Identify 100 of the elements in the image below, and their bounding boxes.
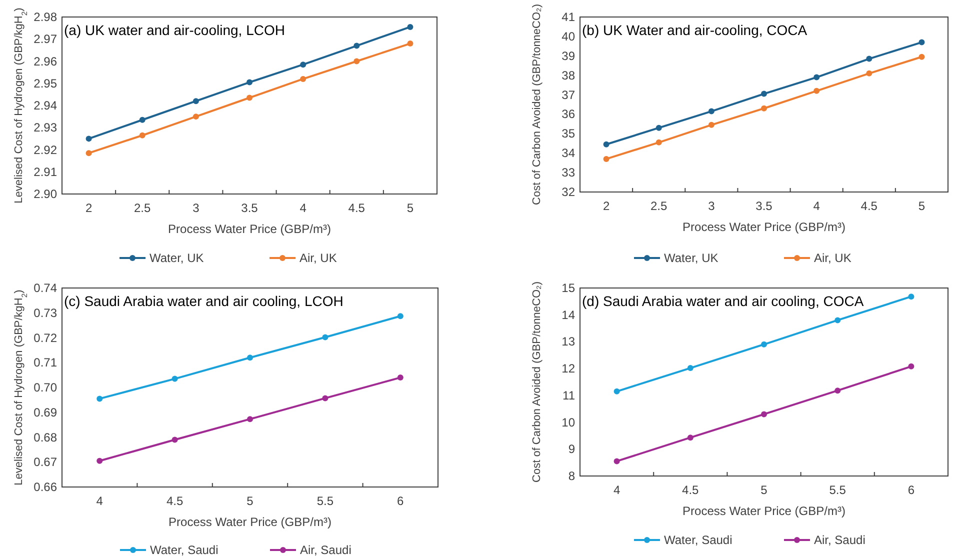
y-tick-label: 2.95: [34, 76, 58, 90]
point: [322, 334, 328, 340]
x-tick-label: 2: [602, 199, 610, 213]
point: [687, 434, 694, 441]
chart-title: (a) UK water and air-cooling, LCOH: [64, 22, 285, 38]
legend-label: Air, Saudi: [300, 543, 352, 556]
x-tick-label: 3: [192, 201, 200, 215]
x-tick-label: 5.5: [316, 494, 334, 508]
y-tick-label: 2.91: [34, 164, 58, 179]
x-tick-label: 2: [85, 201, 92, 215]
legend-label: Water, UK: [664, 251, 718, 265]
x-tick-label: 5: [760, 483, 768, 497]
point: [708, 108, 714, 114]
y-tick-label: 8: [568, 469, 576, 483]
point: [96, 396, 103, 402]
x-tick-label: 3.5: [241, 201, 258, 215]
legend-label: Water, Saudi: [664, 533, 732, 547]
x-axis-title: Process Water Price (GBP/m³): [168, 515, 332, 529]
x-tick-label: 2.5: [134, 201, 152, 215]
point: [300, 76, 306, 82]
x-tick-label: 4: [813, 199, 820, 213]
legend-label: Air, UK: [300, 251, 337, 265]
point: [246, 94, 252, 101]
point: [300, 62, 306, 68]
point: [761, 411, 767, 418]
y-tick-label: 2.94: [34, 98, 58, 112]
y-tick-label: 13: [562, 334, 576, 349]
x-tick-label: 6: [908, 483, 915, 497]
point: [139, 116, 146, 123]
y-tick-label: 0.67: [34, 455, 58, 470]
y-tick-label: 37: [562, 88, 576, 102]
y-tick-label: 41: [562, 10, 576, 24]
point: [407, 40, 414, 47]
point: [761, 90, 767, 97]
point: [761, 105, 767, 112]
y-tick-label: 0.74: [34, 281, 58, 295]
point: [247, 416, 253, 422]
point: [397, 374, 404, 381]
y-tick-label: 34: [562, 146, 576, 160]
point: [918, 39, 925, 46]
point: [86, 136, 92, 142]
x-tick-label: 4.5: [860, 199, 878, 213]
x-tick-label: 3: [708, 199, 716, 213]
y-tick-label: 32: [562, 185, 576, 199]
y-tick-label: 38: [562, 68, 576, 82]
y-tick-label: 0.71: [34, 356, 58, 370]
y-tick-label: 35: [562, 126, 576, 141]
point: [407, 24, 414, 30]
x-tick-label: 4: [300, 201, 307, 215]
x-axis-title: Process Water Price (GBP/m³): [168, 222, 331, 236]
x-tick-label: 4: [613, 483, 620, 497]
x-tick-label: 3.5: [756, 199, 773, 213]
point: [603, 156, 610, 162]
y-axis-title: Cost of Carbon Avoided (GBP/tonneCO₂): [531, 282, 543, 482]
legend-label: Water, Saudi: [150, 543, 218, 556]
point: [614, 458, 620, 464]
y-tick-label: 11: [562, 388, 576, 402]
chart-title: (c) Saudi Arabia water and air cooling, LCOH: [64, 293, 344, 309]
x-tick-label: 2.5: [650, 199, 668, 213]
point: [918, 54, 925, 60]
point: [834, 317, 841, 324]
y-tick-label: 2.96: [34, 54, 58, 68]
x-tick-label: 4.5: [348, 201, 366, 215]
y-tick-label: 0.66: [34, 480, 58, 494]
y-tick-label: 10: [562, 415, 576, 430]
point: [192, 98, 199, 104]
x-axis-title: Process Water Price (GBP/m³): [682, 220, 846, 234]
point: [708, 122, 714, 128]
point: [866, 70, 872, 76]
y-tick-label: 14: [562, 308, 576, 322]
x-tick-label: 4.5: [682, 483, 700, 497]
point: [322, 395, 328, 402]
y-tick-label: 2.92: [34, 142, 58, 157]
point: [172, 376, 178, 382]
point: [814, 88, 820, 94]
x-tick-label: 5: [406, 201, 414, 215]
point: [866, 56, 872, 62]
y-tick-label: 12: [562, 362, 576, 376]
y-tick-label: 2.93: [34, 120, 58, 135]
y-tick-label: 0.73: [34, 306, 58, 320]
y-tick-label: 2.97: [34, 32, 58, 46]
y-tick-label: 15: [562, 281, 576, 295]
point: [614, 388, 620, 394]
point: [139, 132, 146, 138]
point: [354, 58, 360, 64]
point: [834, 388, 841, 394]
point: [687, 365, 694, 372]
point: [397, 313, 404, 320]
y-tick-label: 40: [562, 29, 576, 44]
point: [656, 124, 662, 131]
y-axis-title: Cost of Carbon Avoided (GBP/tonneCO₂): [531, 4, 543, 205]
y-tick-label: 9: [568, 442, 576, 456]
chart-title: (b) UK Water and air-cooling, COCA: [582, 22, 808, 38]
point: [908, 294, 914, 300]
point: [96, 458, 103, 464]
point: [192, 114, 199, 120]
y-tick-label: 33: [562, 166, 576, 180]
point: [172, 436, 178, 443]
x-tick-label: 5: [246, 494, 254, 508]
chart-title: (d) Saudi Arabia water and air cooling, COCA: [582, 293, 864, 309]
